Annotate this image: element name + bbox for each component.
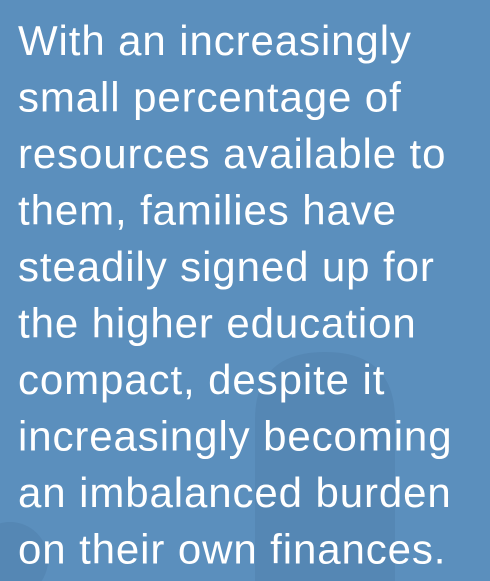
- text-line: them, families have: [18, 187, 397, 234]
- text-lines: With an increasingly small percentage of r…: [18, 17, 452, 573]
- decor-bar: [255, 352, 395, 581]
- text-line: on their own finances.: [18, 526, 446, 573]
- text-line: the higher education: [18, 300, 417, 347]
- text-line: steadily signed up for: [18, 243, 435, 290]
- text-line: an imbalanced burden: [18, 469, 452, 516]
- text-line: With an increasingly: [18, 17, 412, 64]
- text-line: resources available to: [18, 130, 446, 177]
- text-line: compact, despite it: [18, 356, 385, 403]
- text-line: small percentage of: [18, 74, 402, 121]
- decor-circle: [0, 522, 48, 581]
- text-line: increasingly becoming: [18, 413, 452, 460]
